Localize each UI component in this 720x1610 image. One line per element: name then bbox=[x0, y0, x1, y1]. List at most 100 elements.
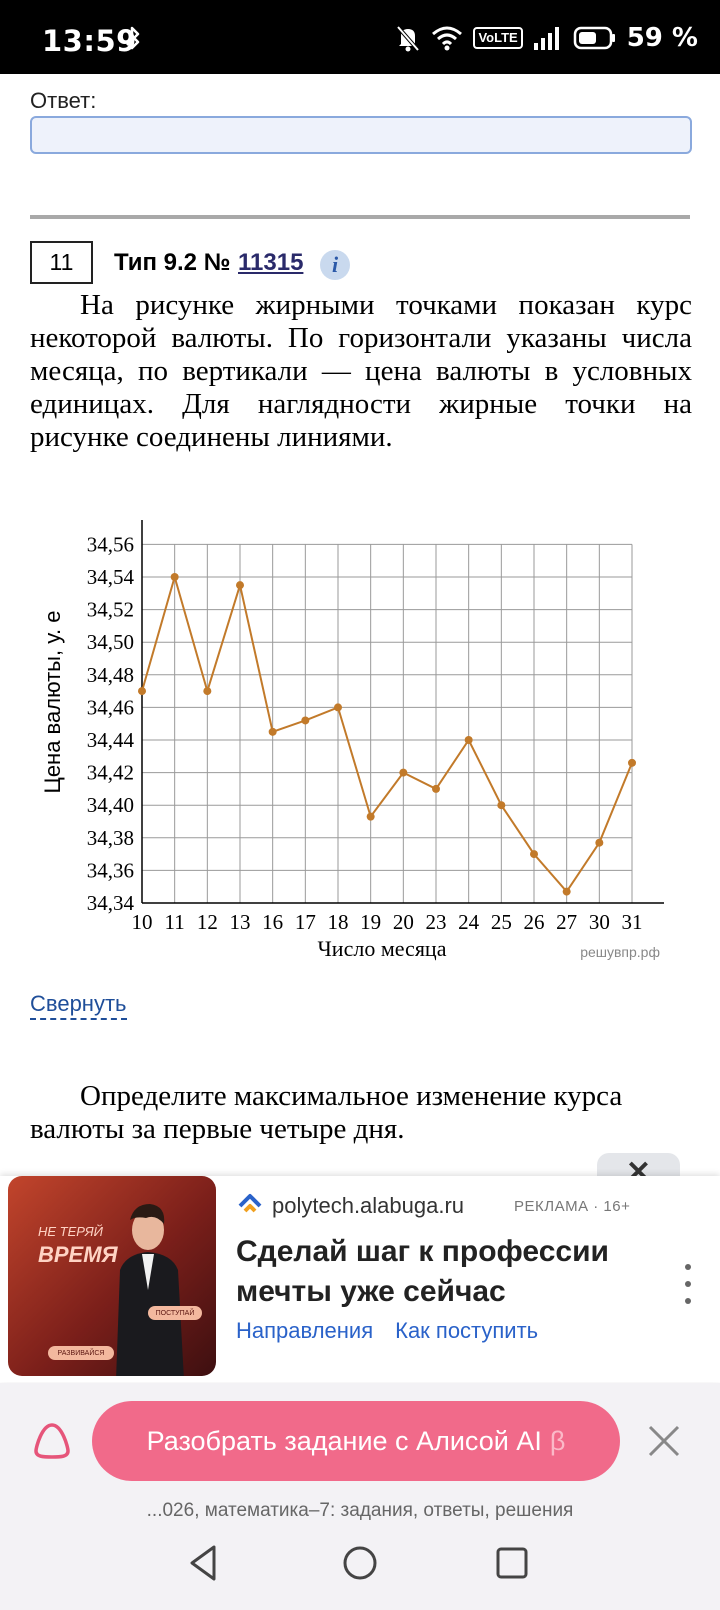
ad-image[interactable]: НЕ ТЕРЯЙ ВРЕМЯ ПОСТУПАЙ РАЗВИВАЙСЯ bbox=[8, 1176, 216, 1376]
chart-axes bbox=[141, 520, 664, 904]
ask-alice-button[interactable]: Разобрать задание с Алисой AI β bbox=[92, 1401, 620, 1481]
data-point bbox=[530, 850, 538, 859]
y-tick-labels: 34,34 34,36 34,38 34,40 34,42 34,44 34,46 34,48… bbox=[87, 532, 135, 915]
series-points bbox=[138, 573, 636, 896]
x-tick-label: 24 bbox=[458, 910, 480, 934]
x-tick-label: 18 bbox=[328, 910, 349, 934]
data-point bbox=[203, 687, 212, 696]
y-tick-label: 34,38 bbox=[87, 826, 134, 850]
y-tick-label: 34,36 bbox=[87, 858, 134, 882]
y-tick-label: 34,40 bbox=[87, 793, 134, 817]
more-options-icon[interactable] bbox=[684, 1264, 692, 1304]
ad-image-slogan-small: НЕ ТЕРЯЙ bbox=[38, 1224, 103, 1239]
x-tick-label: 26 bbox=[524, 910, 545, 934]
y-tick-label: 34,48 bbox=[87, 663, 134, 687]
x-tick-labels: 10 11 12 13 16 17 18 19 20 23 24 25 26 27 30 31 bbox=[132, 910, 643, 934]
y-tick-label: 34,56 bbox=[87, 532, 134, 556]
ad-domain[interactable]: polytech.alabuga.ru bbox=[272, 1193, 465, 1218]
status-time: 13:59 bbox=[42, 24, 137, 58]
close-icon[interactable] bbox=[646, 1423, 682, 1459]
x-tick-label: 31 bbox=[622, 910, 643, 934]
y-tick-label: 34,44 bbox=[87, 728, 135, 752]
data-point bbox=[432, 784, 440, 793]
x-tick-label: 16 bbox=[262, 910, 283, 934]
ad-link-how-to-apply[interactable]: Как поступить bbox=[395, 1318, 539, 1343]
data-point bbox=[497, 801, 506, 810]
y-axis-label: Цена валюты, у. е bbox=[40, 611, 65, 794]
data-point bbox=[399, 768, 408, 777]
y-tick-label: 34,50 bbox=[87, 630, 134, 654]
data-point bbox=[334, 703, 342, 712]
x-tick-label: 30 bbox=[589, 910, 610, 934]
data-point bbox=[562, 887, 571, 896]
info-icon[interactable]: i bbox=[320, 250, 350, 280]
signal-icon bbox=[533, 27, 559, 50]
volte-badge: VoLTE bbox=[473, 27, 523, 49]
ad-image-pill-apply: ПОСТУПАЙ bbox=[148, 1306, 202, 1320]
system-nav-bar bbox=[0, 1523, 720, 1610]
ad-links: Направления Как поступить bbox=[236, 1318, 538, 1344]
x-axis-label: Число месяца bbox=[318, 936, 447, 961]
task-type: Тип 9.2 № bbox=[114, 249, 231, 276]
currency-chart: 34,34 34,36 34,38 34,40 34,42 34,44 34,46 34,48… bbox=[40, 520, 664, 961]
beta-badge: β bbox=[549, 1425, 566, 1456]
data-point bbox=[595, 838, 604, 847]
back-icon[interactable] bbox=[186, 1543, 220, 1583]
task-id-link[interactable]: 11315 bbox=[238, 249, 304, 276]
x-tick-label: 25 bbox=[491, 910, 512, 934]
ad-domain-logo-icon bbox=[238, 1194, 262, 1213]
y-tick-label: 34,46 bbox=[87, 695, 134, 719]
data-point bbox=[268, 727, 277, 736]
data-point bbox=[366, 812, 375, 821]
x-tick-label: 17 bbox=[295, 910, 316, 934]
data-point bbox=[236, 581, 244, 590]
wifi-icon bbox=[432, 26, 463, 51]
data-point bbox=[301, 716, 310, 725]
series-polyline bbox=[141, 573, 633, 894]
data-point bbox=[170, 573, 179, 581]
alice-icon[interactable] bbox=[32, 1421, 72, 1461]
ask-alice-label: Разобрать задание с Алисой AI bbox=[146, 1425, 542, 1456]
x-tick-label: 27 bbox=[556, 910, 577, 934]
data-point bbox=[138, 687, 146, 696]
y-tick-label: 34,54 bbox=[87, 565, 135, 589]
ad-link-directions[interactable]: Направления bbox=[236, 1318, 374, 1343]
chart-watermark: решувпр.рф bbox=[580, 944, 660, 960]
ad-banner[interactable]: НЕ ТЕРЯЙ ВРЕМЯ ПОСТУПАЙ РАЗВИВАЙСЯ polyt… bbox=[0, 1176, 720, 1382]
bluetooth-icon bbox=[126, 26, 140, 50]
page-title: ...026, математика–7: задания, ответы, р… bbox=[146, 1500, 574, 1521]
x-tick-label: 10 bbox=[132, 910, 153, 934]
ad-label: РЕКЛАМА · 16+ bbox=[514, 1198, 631, 1215]
x-tick-label: 23 bbox=[426, 910, 447, 934]
ad-title[interactable]: Сделай шаг к профессии мечты уже сейчас bbox=[236, 1235, 609, 1308]
chart-grid bbox=[141, 543, 633, 904]
collapse-link[interactable]: Свернуть bbox=[30, 990, 127, 1020]
task-text: На рисунке жирными точками показан курс … bbox=[30, 289, 692, 453]
ad-image-pill-develop: РАЗВИВАЙСЯ bbox=[48, 1346, 114, 1360]
data-point bbox=[628, 758, 636, 767]
x-tick-label: 20 bbox=[393, 910, 414, 934]
task-number: 11 bbox=[30, 241, 93, 284]
data-point bbox=[464, 736, 473, 744]
x-tick-label: 11 bbox=[165, 910, 185, 934]
x-tick-label: 19 bbox=[360, 910, 381, 934]
series-line bbox=[141, 573, 633, 894]
y-tick-label: 34,52 bbox=[87, 598, 134, 622]
status-bar: 13:59 VoLTE 59 % bbox=[0, 0, 720, 74]
x-tick-label: 12 bbox=[197, 910, 218, 934]
x-tick-label: 13 bbox=[230, 910, 251, 934]
mute-icon bbox=[396, 25, 420, 52]
ad-domain-row[interactable]: polytech.alabuga.ru bbox=[236, 1192, 464, 1220]
ad-image-slogan-big: ВРЕМЯ bbox=[38, 1242, 118, 1267]
battery-percent: 59 % bbox=[626, 23, 698, 53]
home-icon[interactable] bbox=[340, 1543, 380, 1583]
answer-input[interactable] bbox=[30, 116, 692, 154]
section-divider bbox=[30, 215, 690, 219]
status-icons: VoLTE 59 % bbox=[395, 22, 698, 54]
y-tick-label: 34,42 bbox=[87, 761, 134, 785]
answer-label: Ответ: bbox=[30, 88, 97, 113]
alice-bar: Разобрать задание с Алисой AI β bbox=[0, 1383, 720, 1523]
battery-icon bbox=[573, 26, 615, 50]
recents-icon[interactable] bbox=[494, 1543, 530, 1583]
y-tick-label: 34,34 bbox=[87, 891, 135, 915]
